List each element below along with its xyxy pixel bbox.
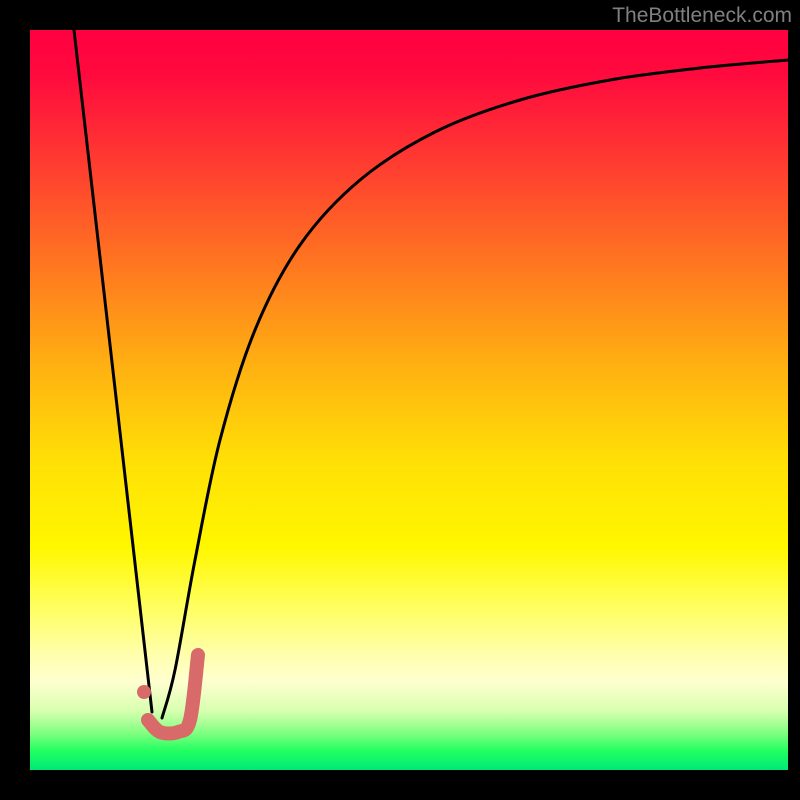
plot-background: [30, 30, 788, 770]
chart-container: TheBottleneck.com: [0, 0, 800, 800]
marker-j-dot: [137, 685, 151, 699]
watermark-text: TheBottleneck.com: [612, 4, 792, 28]
bottleneck-chart: [0, 0, 800, 800]
